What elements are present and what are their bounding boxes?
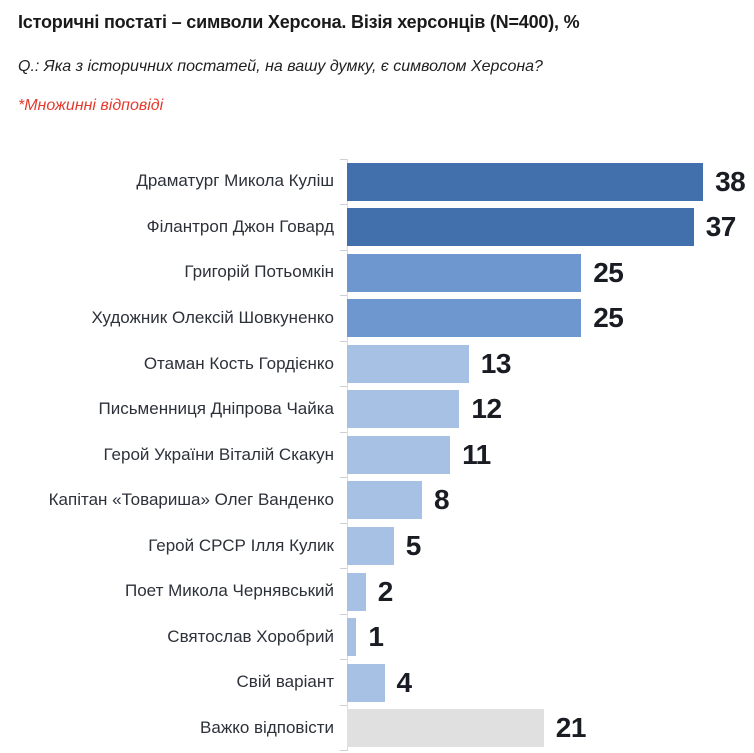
chart-header: Історичні постаті – символи Херсона. Віз… — [0, 0, 754, 115]
bar-area: 38 — [340, 158, 754, 205]
axis-tick — [340, 249, 347, 251]
bar-label: Письменниця Дніпрова Чайка — [98, 399, 334, 419]
bar-row: Художник Олексій Шовкуненко 25 — [0, 295, 754, 342]
axis-tick-bottom — [340, 750, 348, 751]
bar-row: Драматург Микола Куліш 38 — [0, 158, 754, 205]
bar-area: 25 — [340, 295, 754, 342]
bar-value: 1 — [368, 621, 384, 653]
bar-area: 2 — [340, 568, 754, 615]
bar-value: 8 — [434, 484, 450, 516]
bar-row: Отаман Кость Гордієнко 13 — [0, 340, 754, 387]
bar-label: Поет Микола Чернявський — [125, 581, 334, 601]
bar-value: 2 — [377, 575, 394, 607]
bar-value: 5 — [405, 530, 422, 562]
bar-row: Герой України Віталій Скакун 11 — [0, 431, 754, 478]
bar — [347, 299, 582, 338]
bar-area: 37 — [340, 204, 754, 251]
bar-label: Капітан «Товариша» Олег Ванденко — [48, 490, 334, 510]
bar-area: 25 — [340, 249, 754, 296]
bar-row: Капітан «Товариша» Олег Ванденко 8 — [0, 477, 754, 524]
axis-tick — [340, 659, 347, 661]
bar-row: Важко відповісти 21 — [0, 704, 754, 751]
bar-area: 12 — [340, 386, 754, 433]
bar — [347, 572, 366, 611]
bar-label: Отаман Кость Гордієнко — [143, 353, 334, 373]
bar-label: Герой України Віталій Скакун — [103, 444, 334, 464]
axis-tick — [340, 522, 347, 524]
bar-value: 25 — [593, 302, 624, 334]
axis-tick — [340, 477, 347, 479]
bar-value: 13 — [480, 347, 512, 379]
bar-value: 21 — [555, 712, 587, 744]
bar — [347, 344, 469, 383]
bar-row: Герой СРСР Ілля Кулик 5 — [0, 522, 754, 569]
bar — [347, 481, 422, 520]
bar — [347, 208, 694, 247]
bar-label: Драматург Микола Куліш — [136, 171, 334, 191]
axis-tick — [340, 386, 347, 388]
bar-label: Григорій Потьомкін — [184, 262, 334, 282]
bar-value: 37 — [705, 211, 737, 243]
bar-label: Філантроп Джон Говард — [146, 216, 334, 236]
bar-area: 13 — [340, 340, 754, 387]
bar — [347, 435, 451, 474]
axis-tick — [340, 568, 347, 570]
bar-area: 5 — [340, 522, 754, 569]
bar-area: 4 — [340, 659, 754, 706]
bar-value: 4 — [396, 666, 413, 698]
bar — [347, 253, 582, 292]
bar-area: 1 — [340, 613, 754, 660]
bar-area: 8 — [340, 477, 754, 524]
bar-area: 21 — [340, 704, 754, 751]
bar-value: 25 — [593, 256, 624, 288]
bar-row: Святослав Хоробрий 1 — [0, 613, 754, 660]
axis-tick — [340, 204, 347, 206]
bar — [347, 390, 460, 429]
bar-row: Філантроп Джон Говард 37 — [0, 204, 754, 251]
survey-question: Q.: Яка з історичних постатей, на вашу д… — [18, 58, 543, 75]
bar-label: Важко відповісти — [200, 717, 334, 737]
bar-area: 11 — [340, 431, 754, 478]
bar-row: Поет Микола Чернявський 2 — [0, 568, 754, 615]
axis-tick — [340, 431, 347, 433]
bar-value: 38 — [715, 165, 746, 197]
bar-value: 11 — [462, 438, 491, 470]
axis-tick — [340, 158, 347, 160]
bar-row: Письменниця Дніпрова Чайка 12 — [0, 386, 754, 433]
bar — [347, 162, 704, 201]
bar-chart-rows: Драматург Микола Куліш 38 Філантроп Джон… — [0, 158, 754, 751]
bar-label: Свій варіант — [236, 672, 334, 692]
bar — [347, 527, 394, 566]
bar — [347, 663, 385, 702]
bar-row: Григорій Потьомкін 25 — [0, 249, 754, 296]
bar — [347, 618, 357, 657]
axis-tick — [340, 704, 347, 706]
axis-tick — [340, 613, 347, 615]
bar-label: Герой СРСР Ілля Кулик — [148, 535, 334, 555]
axis-tick — [340, 340, 347, 342]
chart-title: Історичні постаті – символи Херсона. Віз… — [18, 12, 580, 32]
bar-label: Святослав Хоробрий — [167, 626, 334, 646]
bar-row: Свій варіант 4 — [0, 659, 754, 706]
axis-tick — [340, 295, 347, 297]
bar-label: Художник Олексій Шовкуненко — [91, 308, 334, 328]
bar — [347, 709, 544, 748]
bar-value: 12 — [471, 393, 502, 425]
multiple-answers-note: *Множинні відповіді — [18, 97, 164, 114]
bar-chart: Драматург Микола Куліш 38 Філантроп Джон… — [0, 158, 754, 751]
